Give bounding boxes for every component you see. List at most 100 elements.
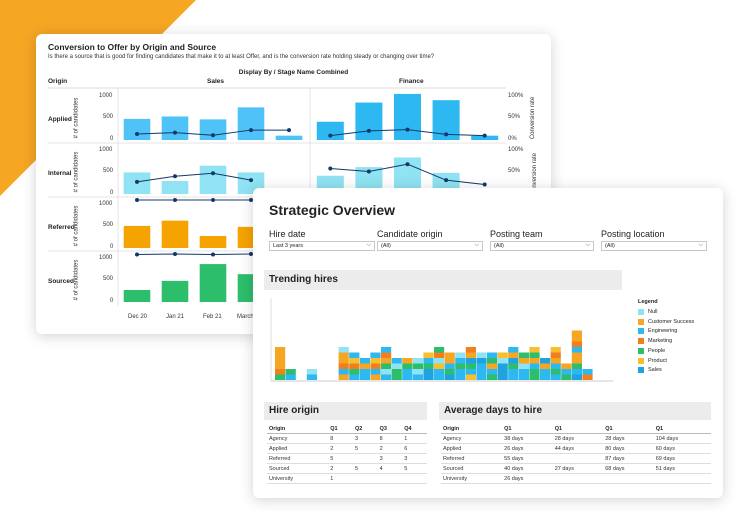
hires-bar-segment <box>497 352 508 358</box>
legend-label: Sales <box>648 367 662 374</box>
table-cell: Agency <box>441 433 503 444</box>
hire-origin-header: Hire origin <box>264 402 427 420</box>
hires-bar-segment <box>285 369 296 375</box>
hires-bar-segment <box>391 363 402 369</box>
hires-bar-segment <box>338 363 349 369</box>
table-cell <box>402 473 427 484</box>
table-row: Applied 2 5 2 6 <box>267 443 427 454</box>
posting-location-select[interactable]: (All) ⌵ <box>601 241 707 251</box>
conversion-rate-point <box>444 132 449 137</box>
table-cell: 80 days <box>603 443 654 454</box>
hires-bar-segment <box>423 369 434 380</box>
hires-bar-segment <box>540 358 551 364</box>
table-cell: 1 <box>328 473 353 484</box>
column-header: Q1 <box>653 424 711 434</box>
table-cell: 68 days <box>603 463 654 474</box>
y-tick: 500 <box>103 276 114 282</box>
table-row: University 1 <box>267 473 427 484</box>
y2-tick: 100% <box>508 147 524 153</box>
table-cell: Sourced <box>441 463 503 474</box>
select-value: (All) <box>381 243 391 249</box>
hires-bar-segment <box>444 352 455 364</box>
hires-bar-segment <box>381 369 392 375</box>
conversion-rate-point <box>287 128 291 133</box>
hires-bar-segment <box>412 363 423 369</box>
hires-bar-segment <box>508 347 519 353</box>
y-tick: 1000 <box>99 255 113 261</box>
legend-swatch <box>638 328 644 335</box>
hires-bar-segment <box>381 347 392 353</box>
hires-bar-segment <box>434 358 445 364</box>
bar <box>237 107 265 140</box>
row-label-referred: Referred <box>48 224 75 231</box>
hires-bar-segment <box>370 352 381 358</box>
y-tick: 0 <box>110 298 114 304</box>
bar <box>123 118 151 140</box>
hires-bar-segment <box>381 363 392 369</box>
table-cell: 60 days <box>653 443 711 454</box>
bar <box>161 280 189 302</box>
table-row: University 26 days <box>441 473 711 484</box>
legend-label: People <box>648 347 666 354</box>
bar <box>161 220 189 248</box>
hires-bar-segment <box>370 374 381 380</box>
hires-bar-segment <box>402 358 413 364</box>
legend-title: Legend <box>638 299 658 305</box>
hires-bar-segment <box>434 369 445 380</box>
candidate-origin-select[interactable]: (All) ⌵ <box>377 241 483 251</box>
hires-bar-segment <box>550 363 561 369</box>
y-tick: 0 <box>110 190 114 196</box>
hires-bar-segment <box>476 358 487 364</box>
y2-tick: 50% <box>508 168 521 174</box>
hires-bar-segment <box>349 369 360 375</box>
conversion-rate-point <box>482 182 487 187</box>
table-cell: 40 days <box>502 463 553 474</box>
trending-hires-header: Trending hires <box>264 270 622 290</box>
table-cell: Referred <box>267 453 329 464</box>
posting-team-select[interactable]: (All) ⌵ <box>490 241 594 251</box>
table-cell: 8 <box>377 433 403 444</box>
table-cell: 2 <box>328 463 353 474</box>
table-cell <box>653 473 711 484</box>
x-tick: March <box>237 314 254 320</box>
table-cell: 2 <box>328 443 353 454</box>
hires-bar-segment <box>434 363 445 369</box>
hires-bar-segment <box>455 363 466 369</box>
hires-bar-segment <box>402 369 413 380</box>
table-cell: 2 <box>377 443 403 454</box>
hires-bar-segment <box>487 358 498 364</box>
finance-column-header: Finance <box>399 78 424 85</box>
hires-bar-segment <box>349 363 360 369</box>
table-cell <box>552 473 604 484</box>
hires-bar-segment <box>338 374 349 380</box>
hires-bar-segment <box>465 347 476 353</box>
hires-bar-segment <box>349 358 360 364</box>
hires-bar-segment <box>412 374 423 380</box>
hires-bar-segment <box>444 369 455 375</box>
hires-bar-segment <box>571 347 582 353</box>
hires-bar-segment <box>508 363 519 369</box>
table-row: Agency 38 days 28 days 28 days 104 days <box>441 433 711 444</box>
legend-swatch <box>638 347 644 354</box>
y-tick: 1000 <box>99 147 113 153</box>
hires-bar-segment <box>465 369 476 375</box>
chevron-down-icon: ⌵ <box>366 242 371 248</box>
column-header: Origin <box>441 424 503 434</box>
display-by-label: Display By / Stage Name Combined <box>238 69 349 76</box>
hires-bar-segment <box>338 347 349 353</box>
hires-bar-segment <box>423 352 434 358</box>
hires-bar-segment <box>487 369 498 375</box>
table-cell: 5 <box>402 463 427 474</box>
conversion-rate-point <box>211 198 215 202</box>
y2-tick: 0% <box>508 136 517 142</box>
hires-bar-segment <box>550 374 561 380</box>
hires-bar-segment <box>359 369 370 380</box>
conversion-rate-point <box>211 133 215 138</box>
hires-bar-segment <box>518 363 529 369</box>
hires-bar-segment <box>306 374 317 380</box>
hires-bar-segment <box>540 369 551 380</box>
hires-bar-segment <box>508 358 519 364</box>
page-title: Strategic Overview <box>269 202 396 218</box>
trending-hires-chart <box>270 298 613 382</box>
hire-date-select[interactable]: Last 3 years ⌵ <box>269 241 375 251</box>
